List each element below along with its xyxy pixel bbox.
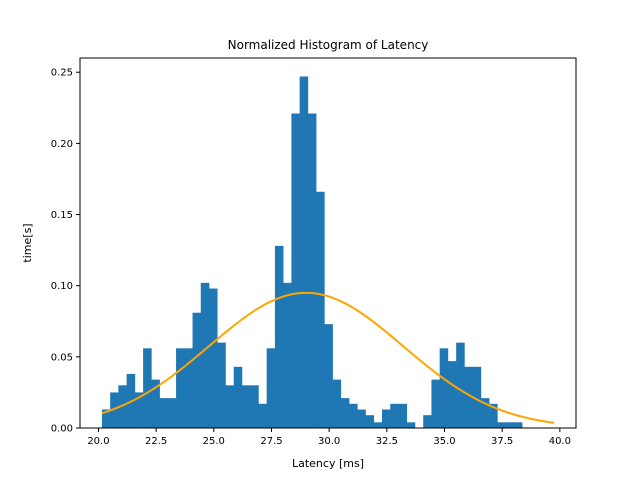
histogram-bar: [456, 342, 465, 428]
normal-fit-curve: [101, 291, 555, 424]
histogram-bar: [143, 348, 152, 428]
histogram-bar: [464, 366, 473, 428]
histogram-bar: [192, 312, 202, 428]
histogram-bar: [357, 409, 366, 428]
histogram-bar: [307, 113, 317, 428]
histogram-bar: [513, 422, 523, 428]
histogram-bar: [431, 379, 440, 428]
x-tick-label: 40.0: [549, 436, 571, 447]
histogram-bar: [324, 324, 333, 428]
y-tick-label: 0.05: [51, 352, 73, 363]
y-tick-label: 0.10: [51, 281, 73, 292]
histogram-bar: [299, 76, 309, 428]
histogram-bar: [110, 392, 119, 428]
histogram-bar: [398, 403, 408, 428]
x-axis-label: Latency [ms]: [292, 457, 364, 470]
histogram-bars: [101, 76, 523, 428]
x-tick-label: 30.0: [318, 436, 340, 447]
histogram-bar: [274, 245, 284, 428]
x-tick-label: 32.5: [376, 436, 398, 447]
histogram-bar: [176, 348, 185, 428]
x-tick-label: 20.0: [87, 436, 109, 447]
histogram-bar: [439, 348, 449, 428]
histogram-bar: [291, 113, 300, 428]
y-axis-label: time[s]: [21, 223, 34, 262]
histogram-bar: [423, 415, 432, 428]
histogram-bar: [250, 385, 259, 428]
histogram-bar: [118, 385, 127, 428]
histogram-bar: [472, 366, 482, 428]
normal-fit-line: [101, 291, 555, 424]
histogram-bar: [225, 385, 235, 428]
histogram-bar: [447, 361, 457, 428]
histogram-bar: [184, 348, 193, 428]
histogram-bar: [365, 415, 375, 428]
histogram-bar: [283, 282, 292, 428]
histogram-bar: [217, 342, 226, 428]
chart-title: Normalized Histogram of Latency: [228, 38, 429, 52]
histogram-bar: [316, 191, 325, 428]
x-tick-label: 37.5: [491, 436, 513, 447]
y-tick-label: 0.00: [51, 424, 73, 435]
histogram-bar: [373, 422, 383, 428]
histogram-bar: [101, 409, 111, 428]
y-tick-label: 0.15: [51, 210, 73, 221]
histogram-bar: [332, 379, 342, 428]
y-tick-label: 0.20: [51, 139, 73, 150]
histogram-bar: [233, 366, 243, 428]
histogram-bar: [241, 385, 251, 428]
histogram-bar: [480, 398, 490, 428]
histogram-bar: [134, 392, 144, 428]
x-axis-ticks: 20.0 22.5 25.0 27.5 30.0 32.5 35.0 37.5 40.0: [87, 428, 571, 447]
histogram-bar: [209, 288, 218, 428]
histogram-bar: [258, 403, 267, 428]
histogram-bar: [497, 422, 506, 428]
histogram-bar: [349, 403, 358, 428]
x-tick-label: 27.5: [260, 436, 282, 447]
histogram-bar: [340, 398, 350, 428]
histogram-bar: [406, 422, 416, 428]
histogram-bar: [489, 403, 498, 428]
x-tick-label: 25.0: [203, 436, 225, 447]
histogram-bar: [390, 403, 399, 428]
x-tick-label: 22.5: [145, 436, 167, 447]
histogram-bar: [200, 282, 210, 428]
histogram-bar: [382, 409, 391, 428]
x-tick-label: 35.0: [433, 436, 455, 447]
histogram-bar: [151, 379, 160, 428]
y-tick-label: 0.25: [51, 68, 73, 79]
histogram-bar: [505, 422, 515, 428]
histogram-bar: [159, 398, 169, 428]
y-axis-ticks: 0.00 0.05 0.10 0.15 0.20 0.25: [51, 68, 80, 435]
histogram-bar: [266, 348, 276, 428]
plot-area-frame: [79, 57, 577, 429]
histogram-bar: [167, 398, 177, 428]
